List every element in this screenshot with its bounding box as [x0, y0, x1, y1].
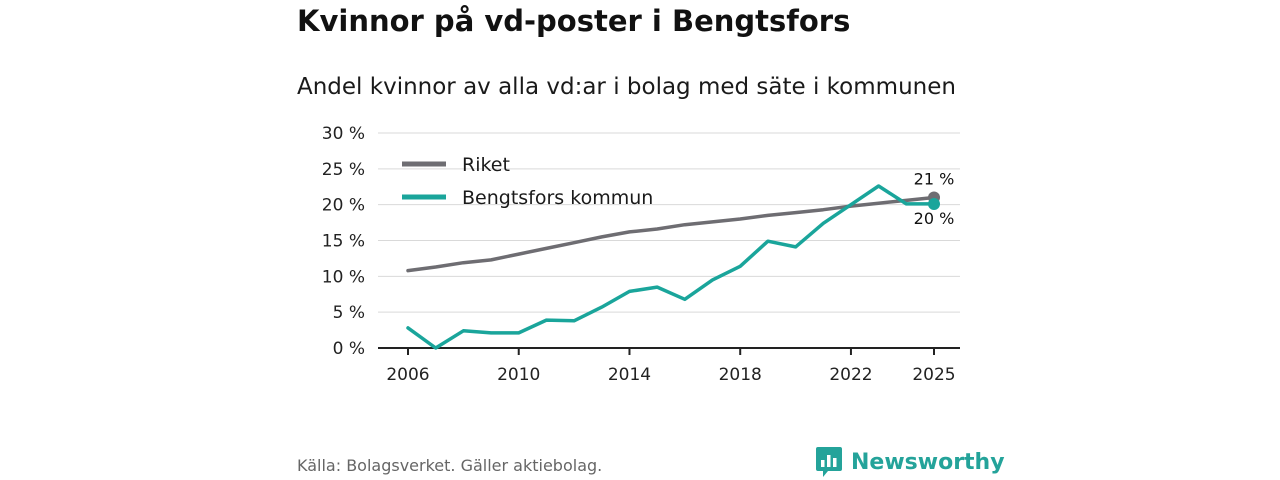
brand-name: Newsworthy — [851, 449, 1005, 475]
legend-label-riket: Riket — [462, 154, 510, 176]
end-label-riket: 21 % — [914, 170, 955, 189]
x-tick-label: 2014 — [608, 365, 651, 385]
chart-title: Kvinnor på vd-poster i Bengtsfors — [297, 4, 851, 38]
x-tick-label: 2022 — [829, 365, 872, 385]
x-tick-label: 2018 — [719, 365, 762, 385]
y-tick-label: 0 % — [333, 339, 365, 359]
y-tick-label: 30 % — [322, 124, 365, 144]
x-tick-label: 2025 — [912, 365, 955, 385]
end-label-kommun: 20 % — [914, 209, 955, 228]
y-tick-label: 5 % — [333, 303, 365, 323]
legend-label-kommun: Bengtsfors kommun — [462, 187, 653, 209]
x-tick-label: 2006 — [386, 365, 429, 385]
x-tick-label: 2010 — [497, 365, 540, 385]
series-line-kommun — [406, 184, 936, 350]
brand-logo: Newsworthy — [815, 446, 1005, 478]
newsworthy-icon — [816, 447, 842, 477]
chart-subtitle: Andel kvinnor av alla vd:ar i bolag med … — [297, 74, 956, 100]
y-tick-label: 20 % — [322, 196, 365, 216]
y-tick-label: 10 % — [322, 267, 365, 287]
y-tick-label: 25 % — [322, 160, 365, 180]
end-marker-kommun — [928, 197, 940, 210]
source-note: Källa: Bolagsverket. Gäller aktiebolag. — [297, 456, 603, 475]
y-tick-label: 15 % — [322, 232, 365, 252]
